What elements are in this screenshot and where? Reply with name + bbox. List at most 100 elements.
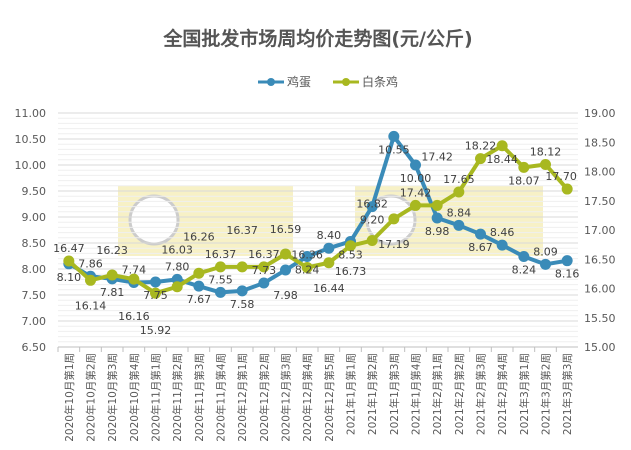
data-label: 8.24 <box>295 264 320 277</box>
data-label: 7.86 <box>78 257 103 270</box>
x-tick-label: 2021年1月第2周 <box>366 353 379 435</box>
data-point <box>540 258 551 270</box>
data-label: 15.92 <box>140 324 172 337</box>
y-left-tick: 7.00 <box>22 315 47 328</box>
data-label: 16.03 <box>161 244 193 257</box>
y-left-tick: 9.50 <box>22 185 47 198</box>
y-left-tick: 7.50 <box>22 289 47 302</box>
data-point <box>128 273 140 285</box>
watermark-logo <box>128 194 180 246</box>
data-point <box>431 199 443 211</box>
data-point <box>150 276 161 288</box>
y-right-tick: 18.00 <box>584 166 616 179</box>
x-tick-label: 2020年11月第4周 <box>215 353 228 442</box>
data-point <box>280 264 291 276</box>
y-left-tick: 8.00 <box>22 263 47 276</box>
data-label: 8.16 <box>555 268 580 281</box>
data-label: 8.24 <box>512 264 537 277</box>
data-label: 8.40 <box>317 229 342 242</box>
data-label: 16.16 <box>118 310 150 323</box>
x-tick-label: 2020年11月第3周 <box>193 353 206 442</box>
data-point <box>215 261 226 273</box>
data-point <box>301 251 313 263</box>
data-label: 16.14 <box>75 299 107 312</box>
data-point <box>236 261 248 273</box>
x-tick-label: 2021年2月第4周 <box>496 353 509 435</box>
x-tick-label: 2020年12月第3周 <box>280 353 293 442</box>
data-point <box>366 201 378 213</box>
data-label: 7.81 <box>100 286 125 299</box>
y-right-tick: 15.50 <box>584 312 616 325</box>
y-right-tick: 18.50 <box>584 136 616 149</box>
data-label: 16.44 <box>313 282 345 295</box>
data-label: 16.37 <box>248 248 280 261</box>
data-label: 16.37 <box>205 248 237 261</box>
legend-marker <box>342 78 350 86</box>
data-point <box>475 153 486 165</box>
data-label: 9.20 <box>360 214 385 227</box>
x-tick-label: 2021年1月第4周 <box>410 353 423 435</box>
data-label: 17.65 <box>443 173 475 186</box>
chart-title: 全国批发市场周均价走势图(元/公斤) <box>162 27 472 50</box>
data-point <box>561 183 573 195</box>
data-point <box>431 212 443 224</box>
data-label: 18.22 <box>465 140 497 153</box>
data-label: 18.12 <box>530 145 562 158</box>
data-label: 18.07 <box>508 174 540 187</box>
data-label: 16.26 <box>183 230 215 243</box>
data-label: 7.55 <box>208 273 233 286</box>
y-left-tick: 10.50 <box>15 133 47 146</box>
data-point <box>496 140 508 152</box>
x-tick-label: 2020年11月第1周 <box>150 353 163 442</box>
data-point <box>475 228 486 240</box>
data-label: 17.19 <box>378 238 410 251</box>
data-point <box>453 219 465 231</box>
x-tick-label: 2020年10月第1周 <box>63 353 76 442</box>
data-point <box>453 186 465 198</box>
y-left-tick: 9.00 <box>22 211 47 224</box>
data-point <box>280 248 291 260</box>
x-tick-label: 2021年2月第3周 <box>475 353 488 435</box>
data-label: 16.47 <box>53 242 85 255</box>
data-point <box>518 161 530 173</box>
data-label: 8.67 <box>468 241 493 254</box>
data-point <box>410 199 421 211</box>
data-point <box>171 281 183 293</box>
x-tick-label: 2021年1月第1周 <box>345 353 358 435</box>
x-tick-label: 2020年12月第2周 <box>258 353 271 442</box>
data-label: 8.98 <box>425 225 450 238</box>
legend-label: 鸡蛋 <box>287 74 311 89</box>
data-point <box>63 255 75 267</box>
y-right-tick: 15.00 <box>584 341 616 354</box>
x-tick-label: 2021年3月第1周 <box>518 353 531 435</box>
x-tick-label: 2021年1月第3周 <box>388 353 401 435</box>
data-label: 16.23 <box>96 244 128 257</box>
data-label: 16.59 <box>270 223 302 236</box>
x-tick-label: 2020年12月第4周 <box>301 353 314 442</box>
data-label: 8.46 <box>490 226 515 239</box>
data-point <box>345 240 356 252</box>
data-label: 16.36 <box>291 248 323 261</box>
data-label: 10.55 <box>378 143 410 156</box>
data-label: 8.10 <box>57 271 82 284</box>
x-tick-label: 2021年2月第1周 <box>431 353 444 435</box>
data-point <box>323 242 335 254</box>
data-point <box>236 285 248 297</box>
data-label: 7.58 <box>230 298 255 311</box>
x-tick-label: 2021年3月第3周 <box>561 353 574 435</box>
data-point <box>258 261 270 273</box>
data-label: 8.84 <box>447 206 472 219</box>
y-left-tick: 6.50 <box>22 341 47 354</box>
data-label: 8.53 <box>338 248 363 261</box>
data-point <box>323 257 335 269</box>
data-point <box>388 213 400 225</box>
data-point <box>518 251 530 263</box>
x-tick-label: 2020年12月第1周 <box>236 353 249 442</box>
data-point <box>496 239 508 251</box>
y-left-tick: 11.00 <box>15 107 47 120</box>
x-tick-label: 2021年2月第2周 <box>453 353 466 435</box>
data-label: 17.42 <box>400 186 432 199</box>
data-label: 16.37 <box>226 224 258 237</box>
data-point <box>85 274 96 286</box>
